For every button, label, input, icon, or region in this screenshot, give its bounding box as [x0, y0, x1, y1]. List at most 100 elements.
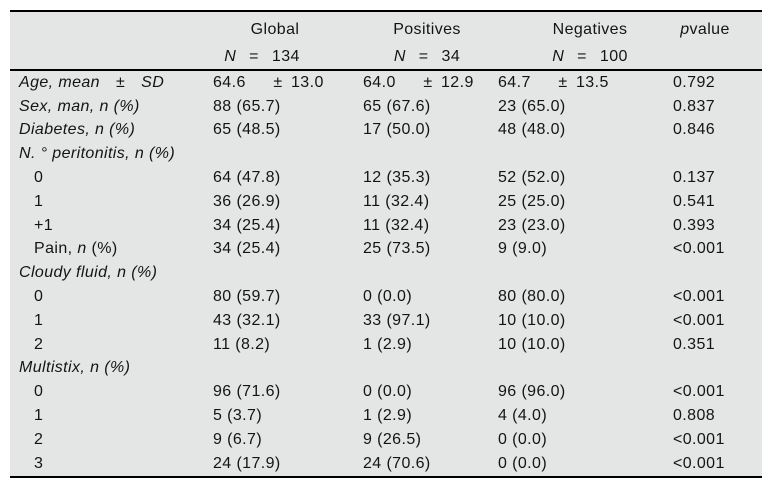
row-label-segment: 0 [34, 288, 44, 306]
table-row: 2 9 (6.7) 9 (26.5) 0 (0.0) <0.001 [10, 428, 762, 452]
value-cell: 9 (6.7) [213, 430, 263, 448]
header-label-spacer [10, 48, 200, 69]
value-part: 64.0 [363, 73, 396, 91]
table-header-rule [10, 69, 762, 71]
value-cell: 65 (67.6) [363, 97, 431, 115]
row-label: 1 [10, 193, 200, 211]
section-row: N. ° peritonitis, n (%) [10, 142, 762, 166]
equals-sign: = [418, 48, 429, 65]
row-label-segment: Sex, man, n (%) [19, 97, 140, 115]
value-cell: 36 (26.9) [213, 192, 281, 210]
row-label: 1 [10, 407, 200, 425]
row-label-segment: 1 [34, 407, 44, 425]
p-value-cell: <0.001 [673, 430, 725, 448]
row-label: 0 [10, 383, 200, 401]
value-cell: 17 (50.0) [363, 121, 431, 139]
row-label-segment: 2 [34, 335, 44, 353]
row-label: 2 [10, 431, 200, 449]
p-value-cell: 0.837 [673, 97, 716, 115]
row-label: +1 [10, 217, 200, 235]
table-row: 0 80 (59.7) 0 (0.0) 80 (80.0) <0.001 [10, 285, 762, 309]
header-label-spacer [10, 12, 200, 48]
n-value: 34 [441, 48, 461, 65]
p-value-cell: 0.792 [673, 73, 716, 91]
value-part: ± [273, 73, 283, 91]
value-part: 13.5 [576, 73, 609, 91]
value-part: 12.9 [441, 73, 474, 91]
value-cell: 88 (65.7) [213, 97, 281, 115]
column-header-pvalue: p value [660, 12, 762, 48]
value-cell: 9 (9.0) [498, 240, 548, 258]
p-symbol: p [680, 21, 690, 38]
column-header-global: Global [250, 21, 300, 38]
table-row: Age, mean ± SD 64.6 ±13.0 64.0 ±12.9 64.7 ±13.5 0… [10, 71, 762, 95]
p-value-cell: 0.351 [673, 335, 716, 353]
value-cell: 96 (71.6) [213, 383, 281, 401]
row-label-segment: Multistix, n (%) [19, 359, 131, 377]
table-body: Age, mean ± SD 64.6 ±13.0 64.0 ±12.9 64.7 ±13.5 0… [10, 71, 762, 476]
value-cell: 64.7 ±13.5 [490, 74, 660, 92]
table-top-rule [10, 10, 762, 12]
row-label: 0 [10, 169, 200, 187]
table-row: 2 11 (8.2) 1 (2.9) 10 (10.0) 0.351 [10, 333, 762, 357]
table-row: Diabetes, n (%) 65 (48.5) 17 (50.0) 48 (48.… [10, 119, 762, 143]
n-symbol: N [393, 48, 406, 65]
table-row: Sex, man, n (%) 88 (65.7) 65 (67.6) 23 (65.… [10, 95, 762, 119]
value-part: ± [423, 73, 433, 91]
value-cell: 64.6 ±13.0 [200, 74, 350, 92]
section-row: Cloudy fluid, n (%) [10, 261, 762, 285]
value-cell: 0 (0.0) [363, 383, 413, 401]
value-cell: 11 (32.4) [363, 216, 430, 234]
row-label-segment: SD [141, 73, 165, 91]
section-row: Multistix, n (%) [10, 357, 762, 381]
table-row: 1 5 (3.7) 1 (2.9) 4 (4.0) 0.808 [10, 404, 762, 428]
table-row: 0 64 (47.8) 12 (35.3) 52 (52.0) 0.137 [10, 166, 762, 190]
row-label: 0 [10, 288, 200, 306]
row-label: 2 [10, 336, 200, 354]
value-cell: 64.0 ±12.9 [350, 74, 490, 92]
value-part: 64.7 [498, 73, 531, 91]
column-header-positives: Positives [393, 21, 461, 38]
value-cell: 33 (97.1) [363, 311, 431, 329]
n-value: 100 [599, 48, 628, 65]
n-count-positives: N = 34 [350, 48, 490, 69]
value-cell: 12 (35.3) [363, 169, 431, 187]
table-row: 1 43 (32.1) 33 (97.1) 10 (10.0) <0.001 [10, 309, 762, 333]
column-header-negatives: Negatives [552, 21, 628, 38]
row-label-segment: 2 [34, 430, 44, 448]
value-cell: 10 (10.0) [498, 311, 566, 329]
value-cell: 0 (0.0) [363, 288, 413, 306]
p-value-cell: <0.001 [673, 288, 725, 306]
p-value-cell: 0.393 [673, 216, 716, 234]
table-row: Pain, n (%) 34 (25.4) 25 (73.5) 9 (9.0) <0.0… [10, 238, 762, 262]
row-label-segment: 3 [34, 454, 44, 472]
row-label-segment: 0 [34, 383, 44, 401]
row-label: Cloudy fluid, n (%) [10, 264, 200, 282]
equals-sign: = [577, 48, 587, 65]
value-cell: 25 (73.5) [363, 240, 431, 258]
value-cell: 11 (32.4) [363, 192, 430, 210]
row-label: 3 [10, 455, 200, 473]
p-value-cell: <0.001 [673, 311, 725, 329]
n-value: 134 [271, 48, 300, 65]
value-cell: 9 (26.5) [363, 430, 422, 448]
n-count-negatives: N = 100 [490, 48, 660, 69]
value-cell: 25 (25.0) [498, 192, 566, 210]
row-label-segment: 0 [34, 169, 44, 187]
value-cell: 23 (23.0) [498, 216, 566, 234]
value-cell: 11 (8.2) [213, 335, 271, 353]
value-cell: 34 (25.4) [213, 240, 281, 258]
header-group-row: Global Positives Negatives p value [10, 12, 762, 48]
p-value-cell: 0.808 [673, 407, 716, 425]
header-n-row: N = 134 N = 34 N = 100 [10, 48, 762, 69]
row-label: Age, mean ± SD [10, 74, 200, 92]
value-cell: 52 (52.0) [498, 169, 566, 187]
n-count-global: N = 134 [200, 48, 350, 69]
comparison-table: Global Positives Negatives p value N = 134… [10, 10, 762, 478]
n-symbol: N [552, 48, 565, 65]
row-label-segment: (%) [86, 240, 118, 258]
table-bottom-rule [10, 475, 762, 478]
table-row: +1 34 (25.4) 11 (32.4) 23 (23.0) 0.393 [10, 214, 762, 238]
value-cell: 34 (25.4) [213, 216, 281, 234]
value-part: ± [558, 73, 568, 91]
